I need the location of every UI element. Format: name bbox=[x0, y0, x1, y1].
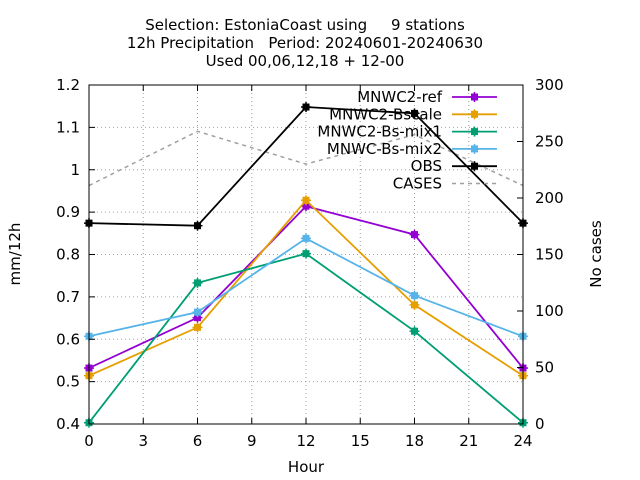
x-tick-label: 6 bbox=[193, 432, 203, 450]
series-mnwc2-ref bbox=[84, 201, 528, 374]
y-tick-label: 1 bbox=[70, 161, 80, 179]
x-tick-label: 18 bbox=[405, 432, 424, 450]
legend-label: MNWC2-Bscale bbox=[329, 105, 442, 123]
x-tick-label: 0 bbox=[84, 432, 94, 450]
legend-item-mnwc2-ref: MNWC2-ref bbox=[357, 88, 497, 106]
legend-item-mnwc2-bscale: MNWC2-Bscale bbox=[329, 105, 497, 123]
title-line-3: Used 00,06,12,18 + 12-00 bbox=[206, 52, 405, 70]
legend-label: MNWC2-Bs-mix1 bbox=[317, 123, 442, 141]
legend-item-mnwc-bs-mix2: MNWC-Bs-mix2 bbox=[327, 140, 497, 158]
y2-axis-label: No cases bbox=[587, 220, 605, 288]
y2-tick-label: 50 bbox=[535, 359, 554, 377]
y2-tick-label: 100 bbox=[535, 302, 564, 320]
y-tick-label: 0.8 bbox=[56, 246, 80, 264]
y-tick-label: 0.6 bbox=[56, 330, 80, 348]
y-axis-label: mm/12h bbox=[6, 223, 24, 286]
legend-label: MNWC2-ref bbox=[357, 88, 442, 106]
series-layer bbox=[84, 102, 528, 428]
y-tick-label: 0.7 bbox=[56, 288, 80, 306]
chart-title: Selection: EstoniaCoast using 9 stations… bbox=[127, 16, 483, 70]
y-tick-label: 1.1 bbox=[56, 118, 80, 136]
title-line-1: Selection: EstoniaCoast using 9 stations bbox=[145, 16, 465, 34]
legend-label: OBS bbox=[411, 157, 442, 175]
legend-item-obs: OBS bbox=[411, 157, 497, 175]
y2-tick-label: 250 bbox=[535, 133, 564, 151]
y-tick-label: 0.9 bbox=[56, 203, 80, 221]
x-tick-label: 9 bbox=[247, 432, 257, 450]
series-cases bbox=[88, 130, 524, 187]
x-tick-label: 24 bbox=[513, 432, 532, 450]
x-axis-label: Hour bbox=[288, 458, 325, 476]
y2-tick-label: 0 bbox=[535, 415, 545, 433]
x-tick-label: 3 bbox=[138, 432, 148, 450]
x-tick-label: 15 bbox=[351, 432, 370, 450]
x-tick-label: 21 bbox=[459, 432, 478, 450]
x-tick-label: 12 bbox=[296, 432, 315, 450]
axes: 0 3 6 9 12 15 18 21 24 0.4 0.5 0.6 0.7 0.8 0.9 1 1.1 1.2 0… bbox=[56, 76, 564, 450]
legend: MNWC2-refMNWC2-BscaleMNWC2-Bs-mix1MNWC-B… bbox=[317, 88, 497, 193]
series-line-cases bbox=[88, 130, 524, 187]
title-line-2: 12h Precipitation Period: 20240601-20240… bbox=[127, 34, 483, 52]
y-tick-label: 0.5 bbox=[56, 373, 80, 391]
y-tick-label: 1.2 bbox=[56, 76, 80, 94]
legend-label: CASES bbox=[393, 175, 442, 193]
legend-item-mnwc2-bs-mix1: MNWC2-Bs-mix1 bbox=[317, 123, 497, 141]
y2-tick-label: 200 bbox=[535, 189, 564, 207]
y-tick-label: 0.4 bbox=[56, 415, 80, 433]
legend-item-cases: CASES bbox=[393, 175, 497, 193]
y2-tick-label: 150 bbox=[535, 246, 564, 264]
y2-tick-label: 300 bbox=[535, 76, 564, 94]
legend-label: MNWC-Bs-mix2 bbox=[327, 140, 442, 158]
